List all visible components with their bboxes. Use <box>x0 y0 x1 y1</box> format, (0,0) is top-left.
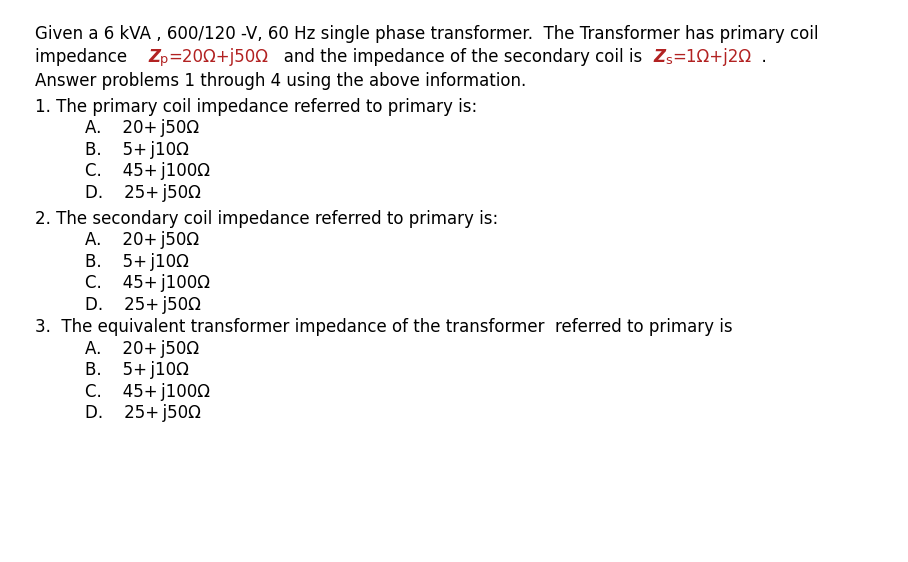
Text: s: s <box>666 53 672 66</box>
Text: Answer problems 1 through 4 using the above information.: Answer problems 1 through 4 using the ab… <box>35 72 527 90</box>
Text: D.    25+ j50Ω: D. 25+ j50Ω <box>85 184 201 202</box>
Text: p: p <box>160 53 168 66</box>
Text: and the impedance of the secondary coil is: and the impedance of the secondary coil … <box>269 48 653 66</box>
Text: D.    25+ j50Ω: D. 25+ j50Ω <box>85 404 201 422</box>
Text: Z: Z <box>148 48 160 66</box>
Text: 1. The primary coil impedance referred to primary is:: 1. The primary coil impedance referred t… <box>35 98 478 116</box>
Text: A.    20+ j50Ω: A. 20+ j50Ω <box>85 231 199 249</box>
Text: C.    45+ j100Ω: C. 45+ j100Ω <box>85 274 210 292</box>
Text: Z: Z <box>653 48 666 66</box>
Text: B.    5+ j10Ω: B. 5+ j10Ω <box>85 141 189 159</box>
Text: =20Ω+j50Ω: =20Ω+j50Ω <box>168 48 269 66</box>
Text: impedance: impedance <box>35 48 148 66</box>
Text: =1Ω+j2Ω: =1Ω+j2Ω <box>672 48 751 66</box>
Text: C.    45+ j100Ω: C. 45+ j100Ω <box>85 383 210 401</box>
Text: .: . <box>751 48 766 66</box>
Text: B.    5+ j10Ω: B. 5+ j10Ω <box>85 253 189 271</box>
Text: D.    25+ j50Ω: D. 25+ j50Ω <box>85 296 201 314</box>
Text: 2. The secondary coil impedance referred to primary is:: 2. The secondary coil impedance referred… <box>35 210 498 228</box>
Text: Given a 6 kVA , 600/120 -V, 60 Hz single phase transformer.  The Transformer has: Given a 6 kVA , 600/120 -V, 60 Hz single… <box>35 25 818 43</box>
Text: C.    45+ j100Ω: C. 45+ j100Ω <box>85 162 210 180</box>
Text: 3.  The equivalent transformer impedance of the transformer  referred to primary: 3. The equivalent transformer impedance … <box>35 318 733 336</box>
Text: B.    5+ j10Ω: B. 5+ j10Ω <box>85 361 189 379</box>
Text: A.    20+ j50Ω: A. 20+ j50Ω <box>85 339 199 357</box>
Text: A.    20+ j50Ω: A. 20+ j50Ω <box>85 119 199 137</box>
